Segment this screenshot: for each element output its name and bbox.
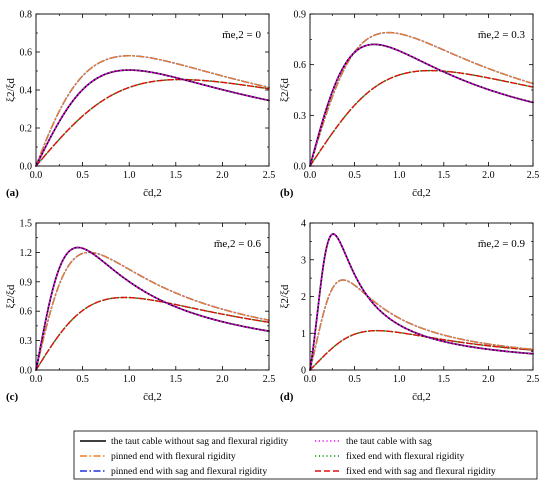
x-tick-label: 0.0 <box>304 170 317 181</box>
y-axis-label: ξ2/ξd <box>5 78 17 102</box>
panel-label: (b) <box>280 187 294 199</box>
series-line-tautsag <box>35 246 270 371</box>
x-tick-label: 0.0 <box>304 374 317 385</box>
x-tick-label: 2.5 <box>527 374 540 385</box>
x-tick-label: 0.5 <box>76 170 89 181</box>
annotation: m̄e,2 = 0.9 <box>478 238 526 250</box>
x-tick-label: 2.5 <box>263 374 276 385</box>
x-tick-label: 2.0 <box>482 374 495 385</box>
legend-box <box>73 430 538 480</box>
x-axis-label: c̄d,2 <box>143 187 162 199</box>
plot-frame <box>309 13 534 167</box>
x-tick-label: 2.0 <box>482 170 495 181</box>
series-line-fixedsag <box>35 296 270 371</box>
series-line-taut <box>309 233 534 371</box>
chart-panel-4: 0.0 0.5 1.0 1.5 2.0 2.5 0 1 2 3 4 m̄e,2 = 0.9 ξ2/ξd c… <box>279 219 539 404</box>
y-tick-label: 4 <box>301 219 306 230</box>
x-tick-label: 1.5 <box>438 374 451 385</box>
panel-label: (c) <box>6 391 19 403</box>
legend-label-pinnedsag: pinned end with sag and flexural rigidit… <box>111 466 267 477</box>
legend-label-fixedfr: fixed end with flexural rigidity <box>346 451 464 462</box>
x-tick-label: 1.0 <box>393 170 406 181</box>
x-tick-label: 0.0 <box>30 170 43 181</box>
series-line-taut <box>309 43 534 167</box>
series-line-fixedsag <box>309 329 534 371</box>
x-tick-label: 0.5 <box>348 170 361 181</box>
annotation: m̄e,2 = 0.3 <box>478 29 526 41</box>
x-tick-label: 1.0 <box>123 170 136 181</box>
series-line-tautsag <box>309 43 534 167</box>
y-tick-label: 2 <box>301 292 306 303</box>
x-axis-label: c̄d,2 <box>412 391 431 403</box>
series-line-pinned <box>35 55 270 167</box>
chart-panel-3: 0.0 0.5 1.0 1.5 2.0 2.5 0.0 0.3 0.6 0.9 1.2 1.5 m̄e,… <box>5 219 275 404</box>
y-tick-label: 0.3 <box>20 336 33 347</box>
y-tick-label: 3 <box>301 255 306 266</box>
y-tick-label: 0.3 <box>294 111 307 122</box>
y-tick-label: 0.0 <box>20 162 33 173</box>
x-tick-label: 1.0 <box>123 374 136 385</box>
series-line-fixedfr <box>35 296 270 371</box>
x-tick-label: 1.5 <box>170 374 183 385</box>
annotation: m̄e,2 = 0.6 <box>214 238 262 250</box>
y-tick-label: 0.9 <box>294 10 307 21</box>
y-tick-label: 0.8 <box>20 10 33 21</box>
x-axis-label: c̄d,2 <box>143 391 162 403</box>
series-line-taut <box>35 69 270 167</box>
plot-frame <box>309 222 534 371</box>
plot-frame <box>35 222 270 371</box>
y-tick-label: 0.9 <box>20 277 33 288</box>
y-tick-label: 1 <box>301 329 306 340</box>
panel-label: (d) <box>280 391 294 403</box>
y-tick-label: 0.6 <box>20 48 33 59</box>
y-axis-label: ξ2/ξd <box>279 284 291 308</box>
y-tick-label: 0.6 <box>294 60 307 71</box>
legend-label-taut: the taut cable without sag and flexural … <box>111 436 288 447</box>
series-line-tautsag <box>309 233 534 371</box>
x-tick-label: 2.5 <box>263 170 276 181</box>
legend-label-fixedsag: fixed end with sag and flexural rigidity <box>346 466 496 477</box>
y-tick-label: 0.0 <box>20 366 33 377</box>
x-tick-label: 0.5 <box>348 374 361 385</box>
y-tick-label: 0.0 <box>294 162 307 173</box>
chart-panel-2: 0.0 0.5 1.0 1.5 2.0 2.5 0.0 0.3 0.6 0.9 m̄e,2 = 0.… <box>279 10 539 200</box>
series-line-fixedsag <box>35 78 270 167</box>
x-tick-label: 1.5 <box>438 170 451 181</box>
x-tick-label: 0.0 <box>30 374 43 385</box>
y-tick-label: 0.4 <box>20 86 33 97</box>
annotation: m̄e,2 = 0 <box>222 29 261 41</box>
legend-label-pinned: pinned end with flexural rigidity <box>111 451 236 462</box>
y-tick-label: 1.2 <box>20 248 33 259</box>
x-tick-label: 0.5 <box>76 374 89 385</box>
y-tick-label: 0.6 <box>20 307 33 318</box>
y-axis-label: ξ2/ξd <box>5 284 17 308</box>
y-tick-label: 0 <box>301 366 306 377</box>
x-tick-label: 2.0 <box>216 170 229 181</box>
x-tick-label: 2.5 <box>527 170 540 181</box>
x-tick-label: 1.0 <box>393 374 406 385</box>
x-tick-label: 1.5 <box>170 170 183 181</box>
legend: the taut cable without sag and flexural … <box>73 430 538 480</box>
x-axis-label: c̄d,2 <box>412 187 431 199</box>
series-line-pinned <box>309 31 534 167</box>
series-line-taut <box>35 246 270 371</box>
plot-frame <box>35 13 270 167</box>
y-tick-label: 0.2 <box>20 124 33 135</box>
chart-panel-1: 0.0 0.5 1.0 1.5 2.0 2.5 0.0 0.2 0.4 0.6 0.8 m̄e,2 =… <box>5 10 275 200</box>
y-tick-label: 1.5 <box>20 219 33 230</box>
series-line-fixedsag <box>309 69 534 167</box>
series-line-pinnedsag <box>35 251 270 371</box>
x-tick-label: 2.0 <box>216 374 229 385</box>
series-line-pinned <box>35 251 270 371</box>
legend-label-tautsag: the taut cable with sag <box>346 436 432 447</box>
y-axis-label: ξ2/ξd <box>279 78 291 102</box>
series-line-pinnedsag <box>309 31 534 167</box>
series-line-pinnedsag <box>309 279 534 371</box>
panel-label: (a) <box>6 187 19 199</box>
series-line-pinned <box>309 279 534 371</box>
